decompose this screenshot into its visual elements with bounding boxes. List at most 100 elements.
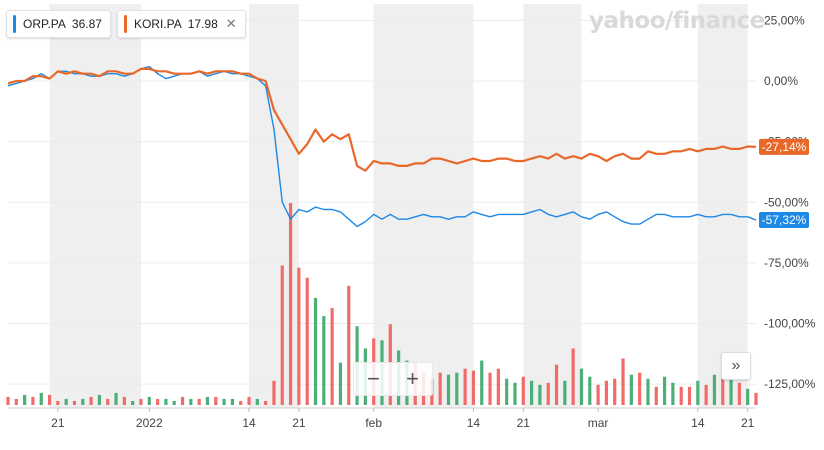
volume-bar xyxy=(596,384,600,405)
last-value-badge xyxy=(759,212,809,229)
legend-chip-kori[interactable]: KORI.PA 17.98 ✕ xyxy=(116,10,246,38)
volume-bar xyxy=(156,398,160,405)
volume-bar xyxy=(131,400,135,405)
shaded-band xyxy=(523,4,582,408)
volume-bar xyxy=(530,380,534,405)
zoom-controls: − + xyxy=(353,362,433,396)
last-value-badge xyxy=(759,138,809,155)
volume-bar xyxy=(563,380,567,405)
volume-bar xyxy=(604,380,608,405)
x-tick-label: feb xyxy=(365,416,382,430)
volume-bar xyxy=(305,277,309,405)
volume-bar xyxy=(147,396,151,405)
volume-bar xyxy=(47,394,52,405)
volume-bar xyxy=(446,374,451,405)
volume-bar xyxy=(280,265,284,405)
volume-bar xyxy=(347,285,351,405)
volume-bar xyxy=(455,372,459,405)
volume-bar xyxy=(272,380,276,405)
y-tick-label: -75,00% xyxy=(764,256,809,270)
volume-bar xyxy=(313,297,318,405)
volume-bar xyxy=(330,308,334,405)
x-tick-label: 14 xyxy=(691,416,705,430)
volume-bar xyxy=(264,400,268,405)
volume-bar xyxy=(106,398,110,405)
volume-bar xyxy=(696,380,700,405)
volume-bar xyxy=(737,382,741,405)
volume-bar xyxy=(139,398,143,405)
volume-bar xyxy=(588,376,592,405)
last-value-label: -57,32% xyxy=(762,213,807,227)
volume-bar xyxy=(72,400,77,405)
zoom-in-button[interactable]: + xyxy=(406,366,419,391)
volume-bar xyxy=(23,394,27,405)
series-color-marker xyxy=(13,15,16,33)
x-tick-label: 21 xyxy=(741,416,755,430)
zoom-out-button[interactable]: − xyxy=(367,366,380,391)
volume-bar xyxy=(488,372,492,405)
volume-bar xyxy=(662,376,667,405)
legend-symbol: KORI.PA xyxy=(133,17,182,31)
volume-bar xyxy=(496,368,500,405)
volume-bar xyxy=(322,316,326,405)
volume-bar xyxy=(613,378,617,405)
volume-bar xyxy=(338,362,343,405)
volume-bar xyxy=(172,400,176,405)
shaded-band xyxy=(697,4,748,408)
volume-bar xyxy=(721,370,725,405)
volume-bar xyxy=(746,388,750,405)
volume-bar xyxy=(56,400,60,405)
scroll-forward-button[interactable]: » xyxy=(721,352,751,380)
volume-bar xyxy=(288,203,293,405)
volume-bar xyxy=(164,398,168,405)
volume-bar xyxy=(14,398,18,405)
volume-bar xyxy=(571,348,575,405)
volume-bar xyxy=(39,392,43,405)
y-tick-label: 25,00% xyxy=(764,13,805,27)
volume-bar xyxy=(505,378,509,405)
volume-bar xyxy=(214,396,218,405)
legend: ORP.PA 36.87 KORI.PA 17.98 ✕ xyxy=(6,10,246,38)
x-tick-label: mar xyxy=(588,416,609,430)
y-tick-label: -100,00% xyxy=(764,317,816,331)
legend-symbol: ORP.PA xyxy=(23,17,66,31)
y-tick-label: -125,00% xyxy=(764,377,816,391)
volume-bar xyxy=(621,358,625,405)
volume-bar xyxy=(513,382,517,405)
volume-bar xyxy=(197,398,201,405)
volume-bar xyxy=(297,267,301,405)
volume-bar xyxy=(729,374,733,405)
volume-bar xyxy=(646,378,650,405)
volume-bar xyxy=(712,374,717,405)
volume-bar xyxy=(81,398,85,405)
volume-bar xyxy=(114,392,118,405)
volume-bar xyxy=(205,396,210,405)
volume-bar xyxy=(247,396,251,405)
shaded-band xyxy=(49,4,141,408)
legend-chip-orp[interactable]: ORP.PA 36.87 xyxy=(6,10,111,38)
close-icon[interactable]: ✕ xyxy=(225,16,237,31)
volume-bar xyxy=(679,386,683,405)
volume-bar xyxy=(629,374,633,405)
volume-bar xyxy=(538,384,542,405)
volume-bar xyxy=(546,382,550,405)
volume-bar xyxy=(122,396,126,405)
legend-price: 36.87 xyxy=(71,17,102,31)
x-tick-label: 21 xyxy=(517,416,531,430)
volume-bar xyxy=(222,398,226,405)
x-tick-label: 14 xyxy=(467,416,481,430)
x-tick-label: 21 xyxy=(292,416,306,430)
volume-bar xyxy=(6,396,10,405)
volume-bar xyxy=(521,376,525,405)
volume-bar xyxy=(579,368,584,405)
y-tick-label: 0,00% xyxy=(764,74,798,88)
volume-bar xyxy=(654,386,658,405)
volume-bar xyxy=(180,396,185,405)
volume-bar xyxy=(64,398,68,405)
volume-bar xyxy=(239,400,243,405)
volume-bar xyxy=(438,372,442,405)
volume-bar xyxy=(31,396,35,405)
volume-bar xyxy=(480,360,484,405)
